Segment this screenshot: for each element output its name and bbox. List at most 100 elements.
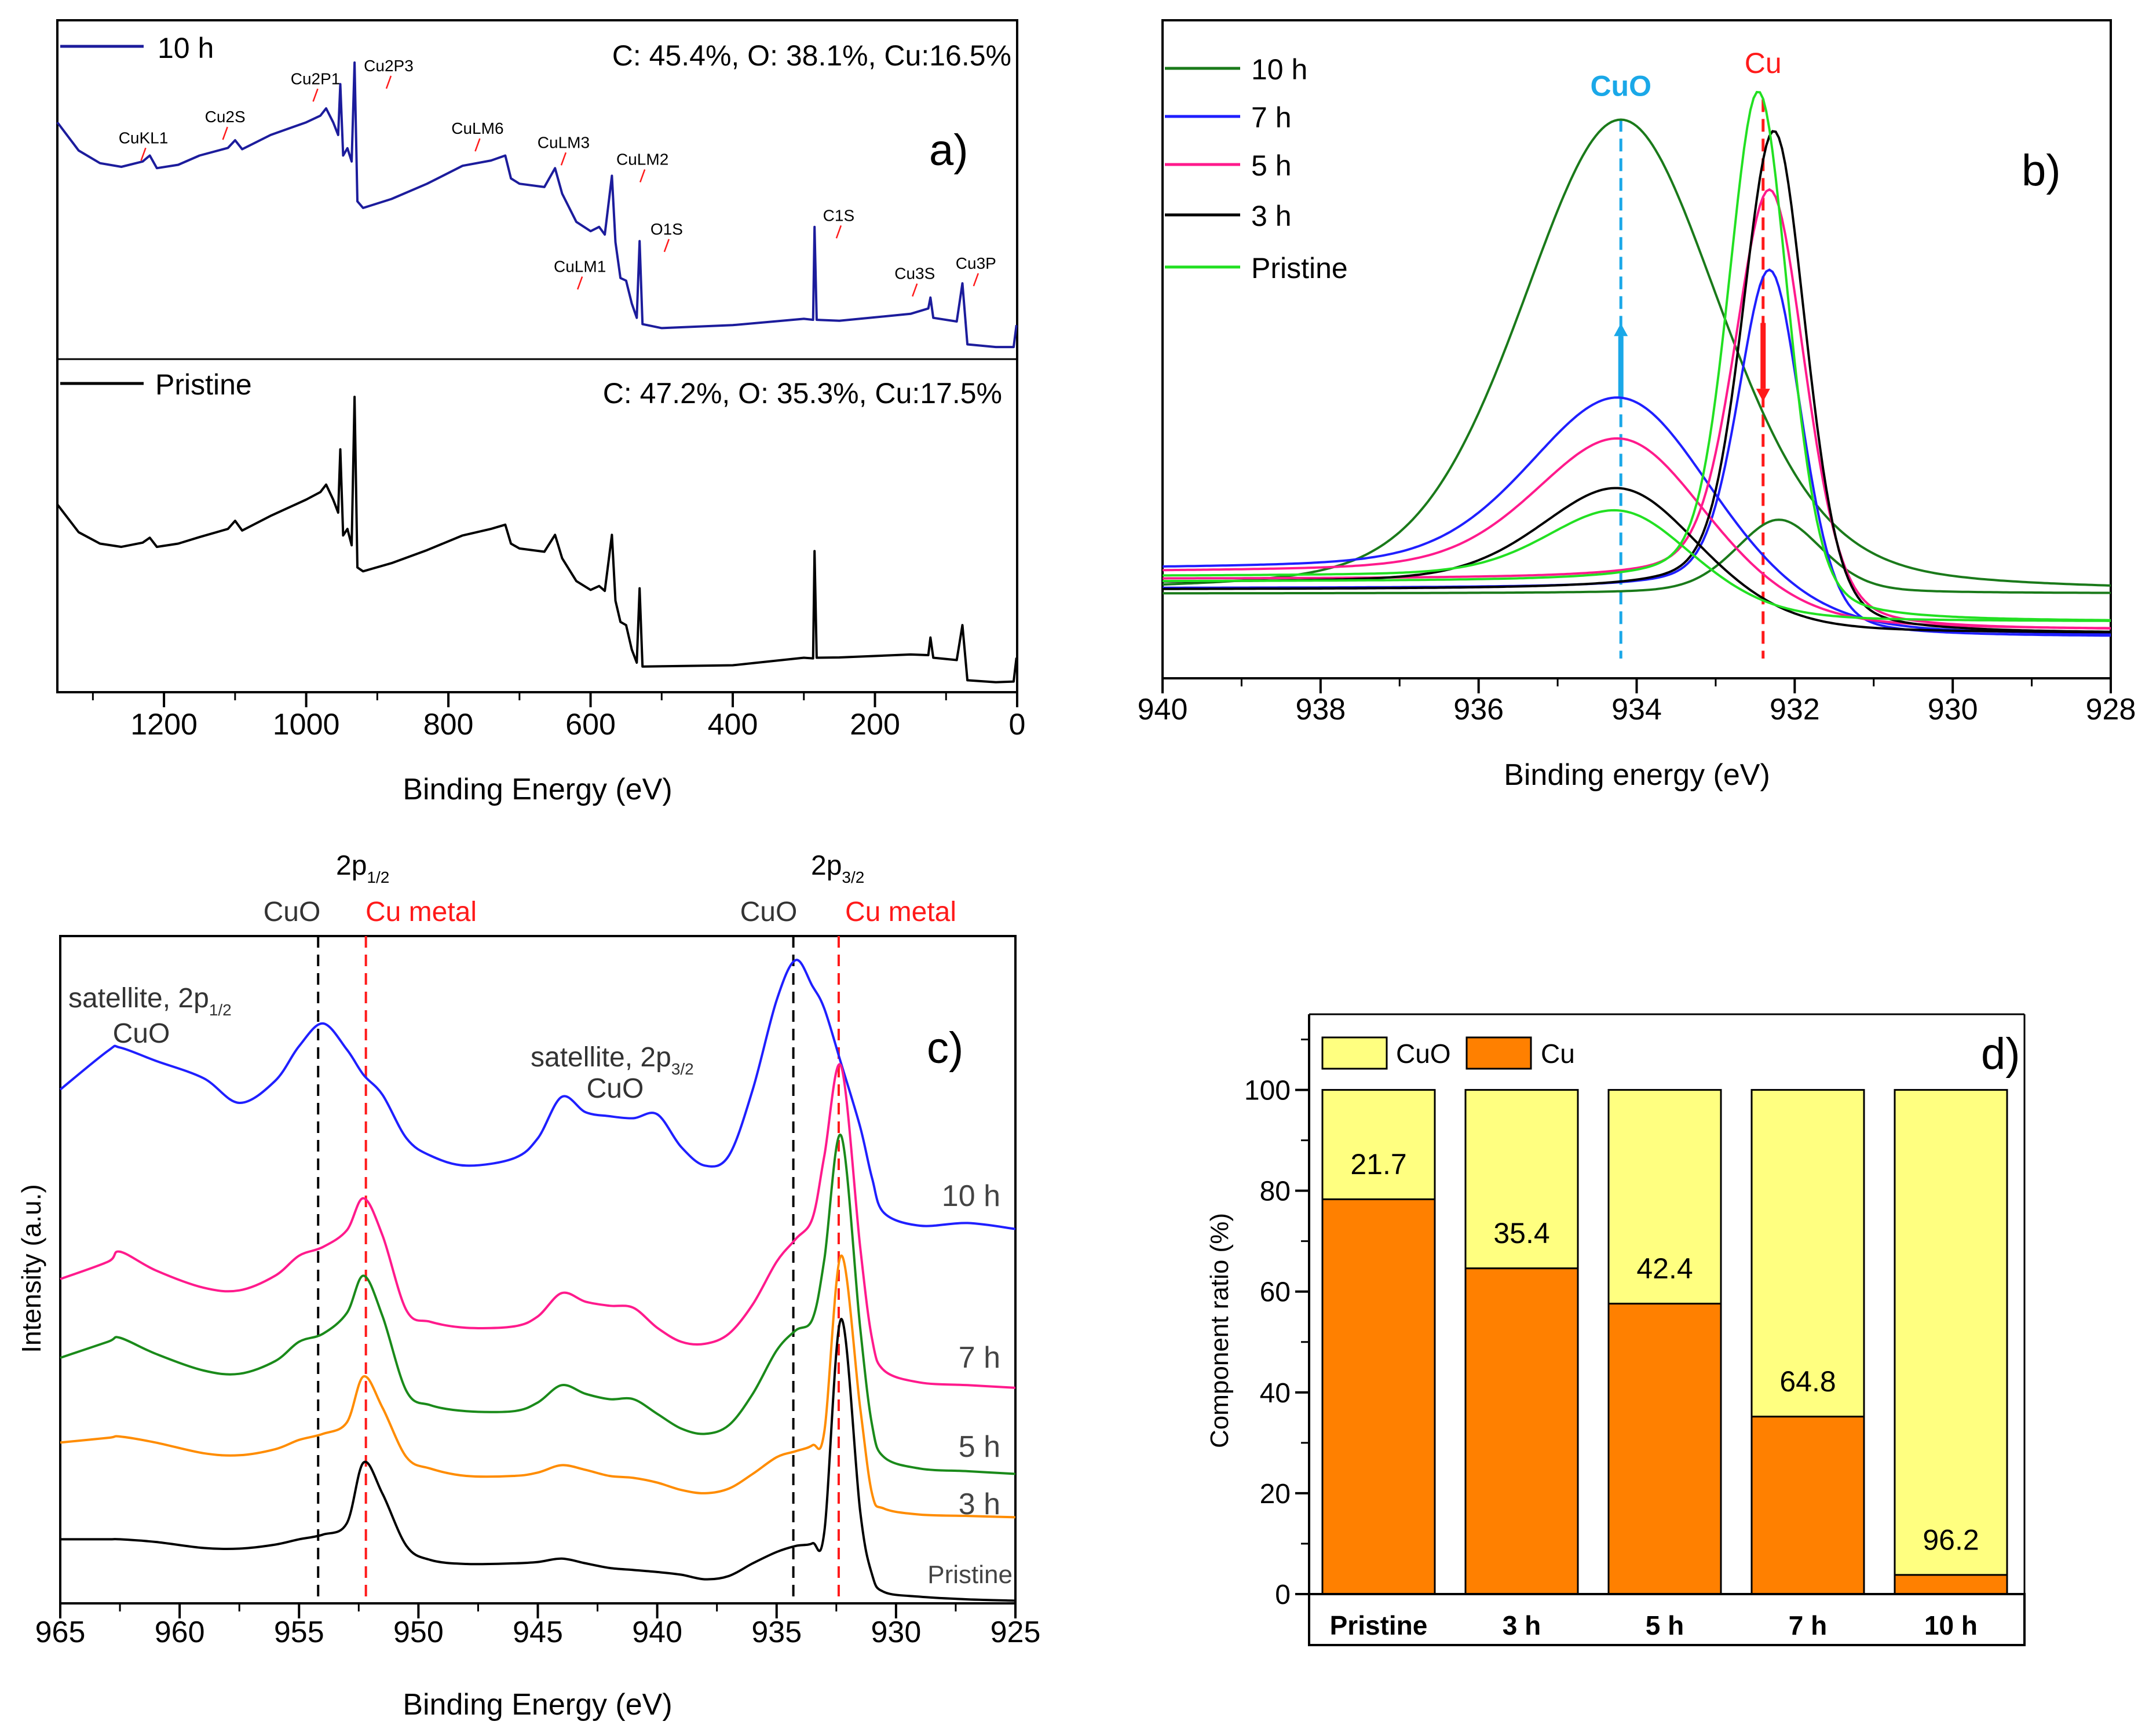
bar-cuo <box>1750 1089 1865 1418</box>
spectrum-10h <box>59 959 1016 1230</box>
series-label: 5 h <box>959 1430 1000 1464</box>
panel-c-label: c) <box>927 1024 963 1073</box>
bar-cu <box>1321 1198 1436 1595</box>
fit-curve-pristine-cuo <box>1163 509 2111 622</box>
x-tick-label: 400 <box>708 708 758 741</box>
peak-label: O1S <box>650 220 683 238</box>
legend-label-cu: Cu <box>1541 1039 1575 1069</box>
panel-b-label: b) <box>2022 146 2061 195</box>
x-tick-label: 934 <box>1611 693 1662 726</box>
arrowhead-up-icon <box>1614 323 1628 337</box>
category-box <box>1308 1593 2026 1646</box>
composition-pristine: C: 47.2%, O: 35.3%, Cu:17.5% <box>603 377 1002 410</box>
peak-marker <box>140 147 147 161</box>
legend-swatch-cu <box>1465 1036 1532 1070</box>
plot-frame-a <box>56 19 1018 693</box>
header-2p12: 2p1/2 <box>336 850 389 886</box>
x-tick-label: 1000 <box>273 708 340 741</box>
survey-line-pristine <box>56 396 1018 684</box>
bar-cuo <box>1464 1089 1579 1270</box>
header-cu-metal-32: Cu metal <box>845 897 956 927</box>
data-label: 35.4 <box>1493 1217 1549 1249</box>
x-tick-label: 930 <box>871 1616 921 1649</box>
y-axis-label-d: Component ratio (%) <box>1205 1213 1234 1448</box>
peak-label: Cu2S <box>205 108 246 126</box>
peak-marker <box>576 276 583 290</box>
annotation-satellite-2p12: satellite, 2p1/2 <box>68 983 232 1019</box>
marker-label-cuo: CuO <box>1590 70 1651 103</box>
y-tick-label: 20 <box>1260 1479 1291 1510</box>
peak-marker <box>912 283 918 297</box>
legend-label: 10 h <box>1251 53 1307 86</box>
panel-b: b) Binding energy (eV) <box>1504 146 2060 792</box>
legend-label: 3 h <box>1251 200 1292 232</box>
annotation-satellite-2p12-cuo: CuO <box>113 1018 170 1049</box>
peak-marker <box>973 273 979 287</box>
category-label: 3 h <box>1503 1610 1541 1640</box>
header-cuo-12: CuO <box>264 897 321 927</box>
x-tick-label: 928 <box>2086 693 2136 726</box>
fit-curve-pristine-cu <box>1163 90 2111 622</box>
x-tick-label: 600 <box>565 708 616 741</box>
header-2p32: 2p3/2 <box>811 850 864 886</box>
legend-label: 7 h <box>1251 101 1292 134</box>
x-axis-label-a: Binding Energy (eV) <box>403 773 672 806</box>
peak-label: CuLM3 <box>538 133 590 151</box>
x-tick-label: 1200 <box>130 708 198 741</box>
panel-d-label: d) <box>1981 1029 2020 1079</box>
y-tick-label: 80 <box>1260 1176 1291 1207</box>
peak-label: CuLM1 <box>554 258 606 276</box>
x-axis-label-b: Binding energy (eV) <box>1504 758 1770 792</box>
arrowhead-down-icon <box>1756 389 1770 402</box>
x-tick-label: 940 <box>1138 693 1188 726</box>
peak-marker <box>560 152 567 166</box>
x-tick-label: 200 <box>850 708 900 741</box>
x-tick-label: 955 <box>274 1616 324 1649</box>
panel-c: c) Binding Energy (eV) Intensity (a.u.) … <box>16 850 963 1722</box>
y-tick-label: 0 <box>1275 1580 1291 1610</box>
bar-cu <box>1894 1574 2008 1595</box>
peak-marker <box>474 138 481 152</box>
x-tick-label: 938 <box>1295 693 1346 726</box>
legend-label-cuo: CuO <box>1396 1039 1451 1069</box>
bar-cu <box>1464 1267 1579 1595</box>
x-tick-label: 960 <box>155 1616 205 1649</box>
peak-marker <box>835 225 842 239</box>
legend-swatch-cuo <box>1321 1036 1388 1070</box>
x-tick-label: 950 <box>393 1616 444 1649</box>
series-label: Pristine <box>927 1560 1013 1589</box>
peak-label: Cu2P1 <box>291 70 341 87</box>
spectrum-7h <box>60 1063 1016 1389</box>
legend-label: Pristine <box>1251 252 1348 284</box>
annotation-satellite-2p32-cuo: CuO <box>587 1073 644 1104</box>
annotation-satellite-2p32: satellite, 2p3/2 <box>531 1042 694 1078</box>
plot-frame-c <box>59 935 1017 1605</box>
x-tick-label: 0 <box>1009 708 1026 741</box>
marker-label-cu: Cu <box>1745 47 1782 79</box>
peak-label: CuLM2 <box>616 151 668 169</box>
bar-cuo <box>1607 1089 1722 1305</box>
peak-label: C1S <box>823 206 854 224</box>
category-label: 10 h <box>1924 1610 1978 1640</box>
bar-cuo <box>1321 1089 1436 1200</box>
peak-marker <box>663 239 670 253</box>
series-label: 3 h <box>959 1488 1000 1521</box>
composition-10h: C: 45.4%, O: 38.1%, Cu:16.5% <box>612 39 1011 72</box>
x-tick-label: 935 <box>751 1616 802 1649</box>
fit-curve-5h-cuo <box>1163 437 2111 630</box>
data-label: 64.8 <box>1779 1365 1836 1398</box>
x-tick-label: 965 <box>35 1616 86 1649</box>
panel-a-label: a) <box>929 126 968 175</box>
category-label: 7 h <box>1789 1610 1827 1640</box>
y-tick-label: 100 <box>1244 1076 1291 1106</box>
data-label: 21.7 <box>1350 1148 1406 1181</box>
legend-label: 5 h <box>1251 149 1292 182</box>
y-tick-label: 40 <box>1260 1378 1291 1409</box>
peak-marker <box>312 88 319 102</box>
peak-label: Cu3P <box>956 254 996 272</box>
survey-line-10h <box>56 61 1018 349</box>
fit-curve-3h-cu <box>1163 130 2111 633</box>
x-tick-label: 936 <box>1453 693 1504 726</box>
peak-label: Cu2P3 <box>364 57 414 75</box>
